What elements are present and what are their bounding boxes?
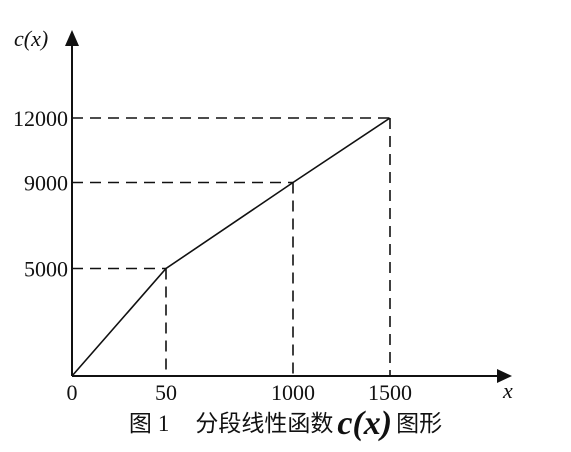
caption-figure-number: 1 — [157, 411, 170, 436]
figure-caption: 图 1 分段线性函数 c(x) 图形 — [0, 404, 571, 443]
x-tick-label: 1000 — [271, 380, 315, 405]
x-axis-arrow — [497, 369, 512, 383]
dashed-guide-lines — [72, 117, 391, 376]
y-tick-label: 9000 — [24, 171, 68, 196]
y-tick-label: 5000 — [24, 257, 68, 282]
y-tick-labels: 5000 9000 12000 — [13, 106, 68, 282]
x-tick-labels: 0 50 1000 1500 — [67, 380, 413, 405]
axes: c(x) x — [14, 26, 513, 403]
x-tick-label: 1500 — [368, 380, 412, 405]
y-axis-arrow — [65, 30, 79, 46]
caption-figure-label: 图 — [128, 411, 152, 437]
caption-text-after: 图形 — [396, 411, 443, 437]
series-line-group — [71, 117, 391, 377]
caption-function: c(x) — [337, 405, 393, 442]
x-axis-label: x — [502, 378, 513, 403]
series-line — [71, 117, 391, 377]
x-tick-label: 0 — [67, 380, 78, 405]
caption-text-before: 分段线性函数 — [195, 411, 334, 437]
y-tick-label: 12000 — [13, 106, 68, 131]
x-tick-label: 50 — [155, 380, 177, 405]
y-axis-label: c(x) — [14, 26, 48, 51]
